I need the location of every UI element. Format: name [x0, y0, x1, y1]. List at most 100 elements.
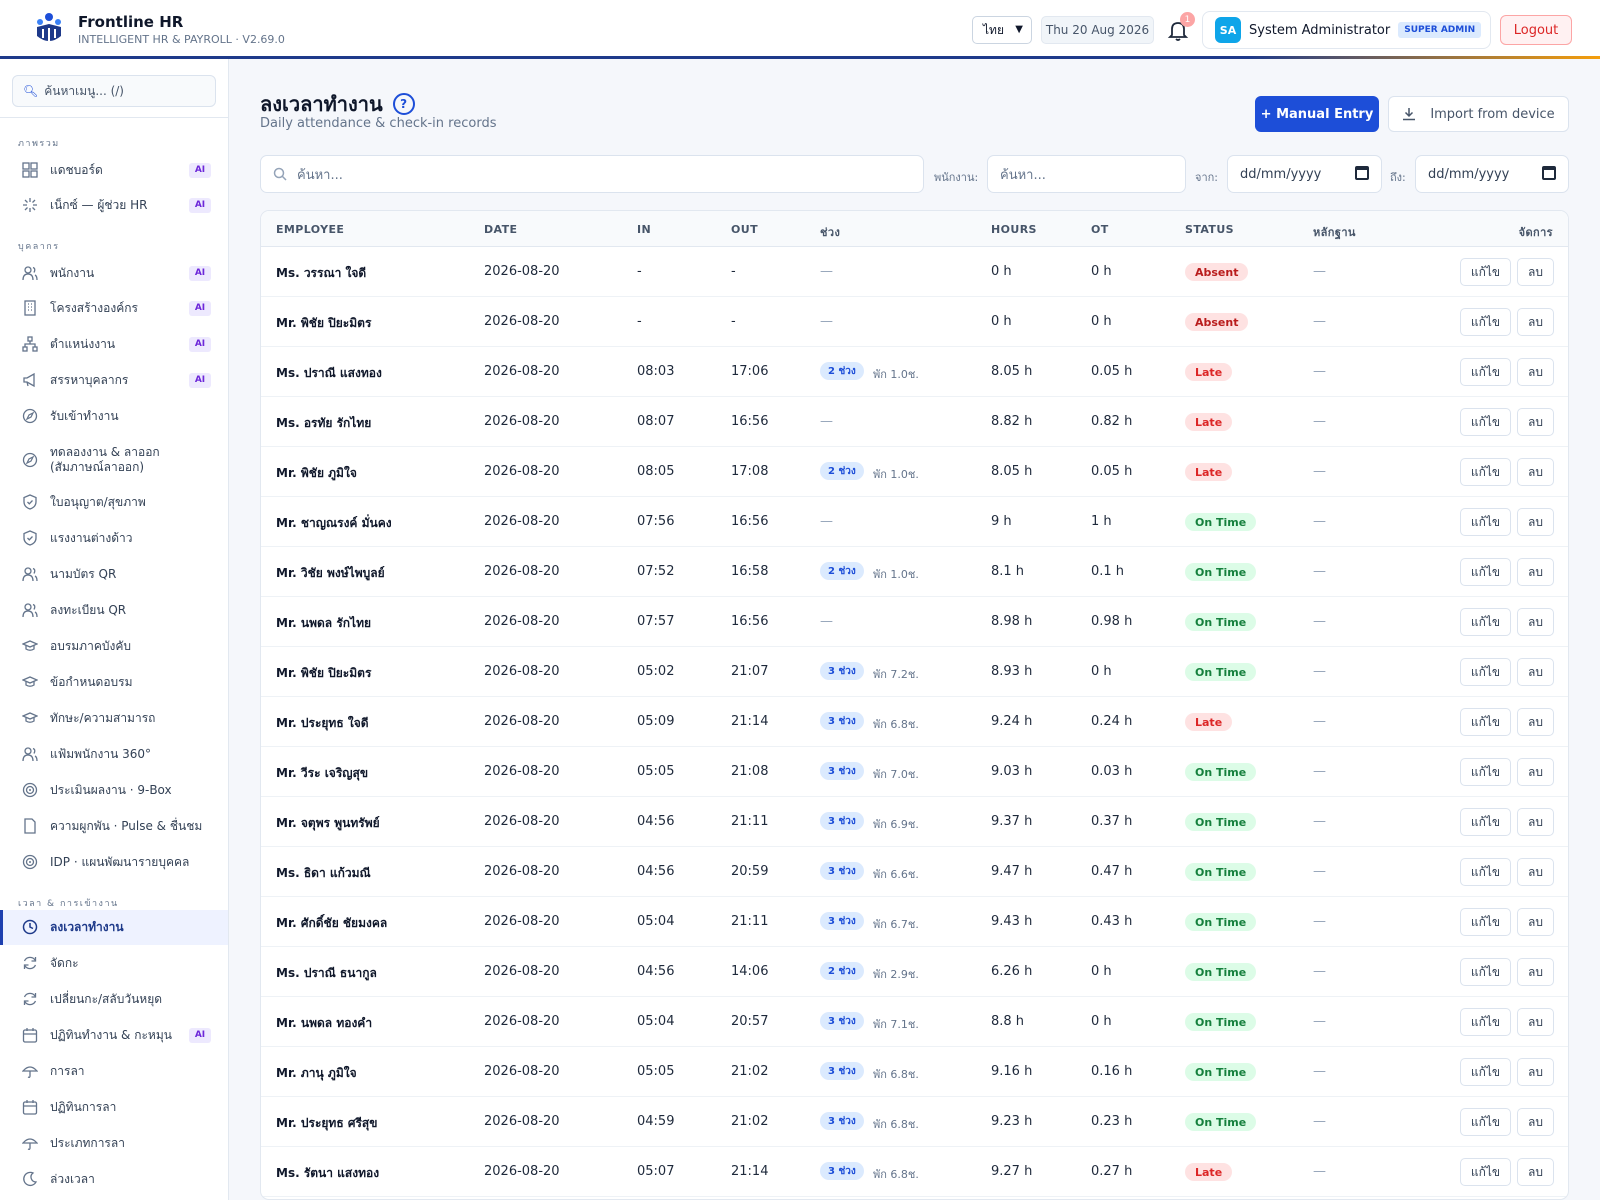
check-out-cell: -	[731, 314, 736, 329]
delete-button[interactable]: ลบ	[1517, 1158, 1554, 1186]
delete-button[interactable]: ลบ	[1517, 1058, 1554, 1086]
edit-button[interactable]: แก้ไข	[1460, 858, 1511, 886]
bell-icon[interactable]	[1166, 18, 1190, 42]
brand[interactable]: Frontline HR INTELLIGENT HR & PAYROLL · …	[34, 12, 285, 46]
from-date-input[interactable]: dd/mm/yyyy	[1227, 155, 1382, 193]
sidebar-item[interactable]: ปฏิทินการลา	[0, 1090, 228, 1125]
sidebar-item[interactable]: เปลี่ยนกะ/สลับวันหยุด	[0, 982, 228, 1017]
employee-filter-placeholder: ค้นหา...	[1000, 167, 1046, 183]
edit-button[interactable]: แก้ไข	[1460, 1108, 1511, 1136]
sidebar-item[interactable]: แรงงานต่างด้าว	[0, 521, 228, 556]
hours-cell: 9.43 h	[991, 914, 1033, 929]
calendar-icon[interactable]	[1355, 166, 1369, 180]
sidebar-item[interactable]: นามบัตร QR	[0, 557, 228, 592]
sidebar-item[interactable]: ทดลองงาน & ลาออก (สัมภาษณ์ลาออก)	[0, 438, 228, 482]
col-segments[interactable]: ช่วง	[820, 226, 841, 239]
to-date-input[interactable]: dd/mm/yyyy	[1415, 155, 1569, 193]
to-date-placeholder: dd/mm/yyyy	[1428, 166, 1510, 182]
delete-button[interactable]: ลบ	[1517, 508, 1554, 536]
delete-button[interactable]: ลบ	[1517, 308, 1554, 336]
sidebar-item[interactable]: อบรมภาคบังคับ	[0, 629, 228, 664]
edit-button[interactable]: แก้ไข	[1460, 458, 1511, 486]
edit-button[interactable]: แก้ไข	[1460, 658, 1511, 686]
edit-button[interactable]: แก้ไข	[1460, 308, 1511, 336]
sidebar-item[interactable]: พนักงาน AI	[0, 256, 228, 291]
edit-button[interactable]: แก้ไข	[1460, 1008, 1511, 1036]
col-employee[interactable]: EMPLOYEE	[276, 223, 345, 236]
edit-button[interactable]: แก้ไข	[1460, 708, 1511, 736]
check-in-cell: 05:02	[637, 664, 675, 679]
delete-button[interactable]: ลบ	[1517, 858, 1554, 886]
sidebar-item[interactable]: โครงสร้างองค์กร AI	[0, 291, 228, 326]
edit-button[interactable]: แก้ไข	[1460, 958, 1511, 986]
delete-button[interactable]: ลบ	[1517, 908, 1554, 936]
manual-entry-button[interactable]: + Manual Entry	[1255, 96, 1379, 132]
help-icon[interactable]: ?	[392, 93, 415, 115]
delete-button[interactable]: ลบ	[1517, 1108, 1554, 1136]
sidebar-item[interactable]: แดชบอร์ด AI	[0, 153, 228, 188]
edit-button[interactable]: แก้ไข	[1460, 808, 1511, 836]
edit-button[interactable]: แก้ไข	[1460, 608, 1511, 636]
check-out-cell: 17:08	[731, 464, 769, 479]
employee-filter-input[interactable]: ค้นหา...	[987, 155, 1186, 193]
sidebar-item[interactable]: ลงเวลาทำงาน	[0, 909, 228, 945]
menu-search-input[interactable]: 🔍︎ ค้นหาเมนู... (/)	[12, 75, 216, 107]
sidebar-item[interactable]: ทักษะ/ความสามารถ	[0, 701, 228, 736]
delete-button[interactable]: ลบ	[1517, 258, 1554, 286]
user-menu[interactable]: SA System Administrator SUPER ADMIN	[1202, 11, 1491, 49]
delete-button[interactable]: ลบ	[1517, 808, 1554, 836]
delete-button[interactable]: ลบ	[1517, 558, 1554, 586]
sidebar-item[interactable]: ปฏิทินทำงาน & กะหมุน AI	[0, 1018, 228, 1053]
edit-button[interactable]: แก้ไข	[1460, 408, 1511, 436]
sidebar-item[interactable]: ลงทะเบียน QR	[0, 593, 228, 628]
sidebar-item[interactable]: ประเภทการลา	[0, 1126, 228, 1161]
col-out[interactable]: OUT	[731, 223, 758, 236]
break-cell: พัก 1.0ช.	[873, 468, 919, 481]
col-status[interactable]: STATUS	[1185, 223, 1234, 236]
delete-button[interactable]: ลบ	[1517, 758, 1554, 786]
delete-button[interactable]: ลบ	[1517, 658, 1554, 686]
col-in[interactable]: IN	[637, 223, 652, 236]
sidebar-item[interactable]: แฟ้มพนักงาน 360°	[0, 737, 228, 772]
sidebar-item[interactable]: ประเมินผลงาน · 9-Box	[0, 773, 228, 808]
edit-button[interactable]: แก้ไข	[1460, 1058, 1511, 1086]
sidebar-item[interactable]: การลา	[0, 1054, 228, 1089]
delete-button[interactable]: ลบ	[1517, 1008, 1554, 1036]
edit-button[interactable]: แก้ไข	[1460, 508, 1511, 536]
language-select[interactable]: ไทย ▼	[972, 16, 1032, 44]
col-date[interactable]: DATE	[484, 223, 518, 236]
import-device-button[interactable]: Import from device	[1388, 96, 1569, 132]
edit-button[interactable]: แก้ไข	[1460, 358, 1511, 386]
sidebar-item[interactable]: ความผูกพัน · Pulse & ชื่นชม	[0, 809, 228, 844]
edit-button[interactable]: แก้ไข	[1460, 908, 1511, 936]
sidebar-item[interactable]: เน็กซ์ — ผู้ช่วย HR AI	[0, 188, 228, 223]
sidebar-item[interactable]: จัดกะ	[0, 946, 228, 981]
logout-button[interactable]: Logout	[1500, 15, 1572, 45]
delete-button[interactable]: ลบ	[1517, 958, 1554, 986]
delete-button[interactable]: ลบ	[1517, 408, 1554, 436]
sidebar-item[interactable]: ล่วงเวลา	[0, 1162, 228, 1197]
edit-button[interactable]: แก้ไข	[1460, 758, 1511, 786]
sidebar-item[interactable]: ตำแหน่งงาน AI	[0, 327, 228, 362]
delete-button[interactable]: ลบ	[1517, 458, 1554, 486]
employee-name: Mr. นพดล ทองคำ	[276, 1016, 373, 1030]
sidebar-item[interactable]: รับเข้าทำงาน	[0, 399, 228, 434]
delete-button[interactable]: ลบ	[1517, 358, 1554, 386]
edit-button[interactable]: แก้ไข	[1460, 558, 1511, 586]
calendar-icon[interactable]	[1542, 166, 1556, 180]
ot-cell: 0.82 h	[1091, 414, 1133, 429]
sidebar-item[interactable]: สรรหาบุคลากร AI	[0, 363, 228, 398]
delete-button[interactable]: ลบ	[1517, 708, 1554, 736]
col-ot[interactable]: OT	[1091, 223, 1109, 236]
sidebar-item[interactable]: IDP · แผนพัฒนารายบุคคล	[0, 845, 228, 880]
edit-button[interactable]: แก้ไข	[1460, 258, 1511, 286]
edit-button[interactable]: แก้ไข	[1460, 1158, 1511, 1186]
sidebar-item[interactable]: ข้อกำหนดอบรม	[0, 665, 228, 700]
col-hours[interactable]: HOURS	[991, 223, 1037, 236]
col-evidence[interactable]: หลักฐาน	[1313, 226, 1356, 239]
sidebar-item[interactable]: ใบอนุญาต/สุขภาพ	[0, 485, 228, 520]
delete-button[interactable]: ลบ	[1517, 608, 1554, 636]
sidebar-item-text: ล่วงเวลา	[50, 1171, 95, 1186]
search-input[interactable]: ค้นหา...	[260, 155, 924, 193]
check-out-cell: 21:02	[731, 1114, 769, 1129]
